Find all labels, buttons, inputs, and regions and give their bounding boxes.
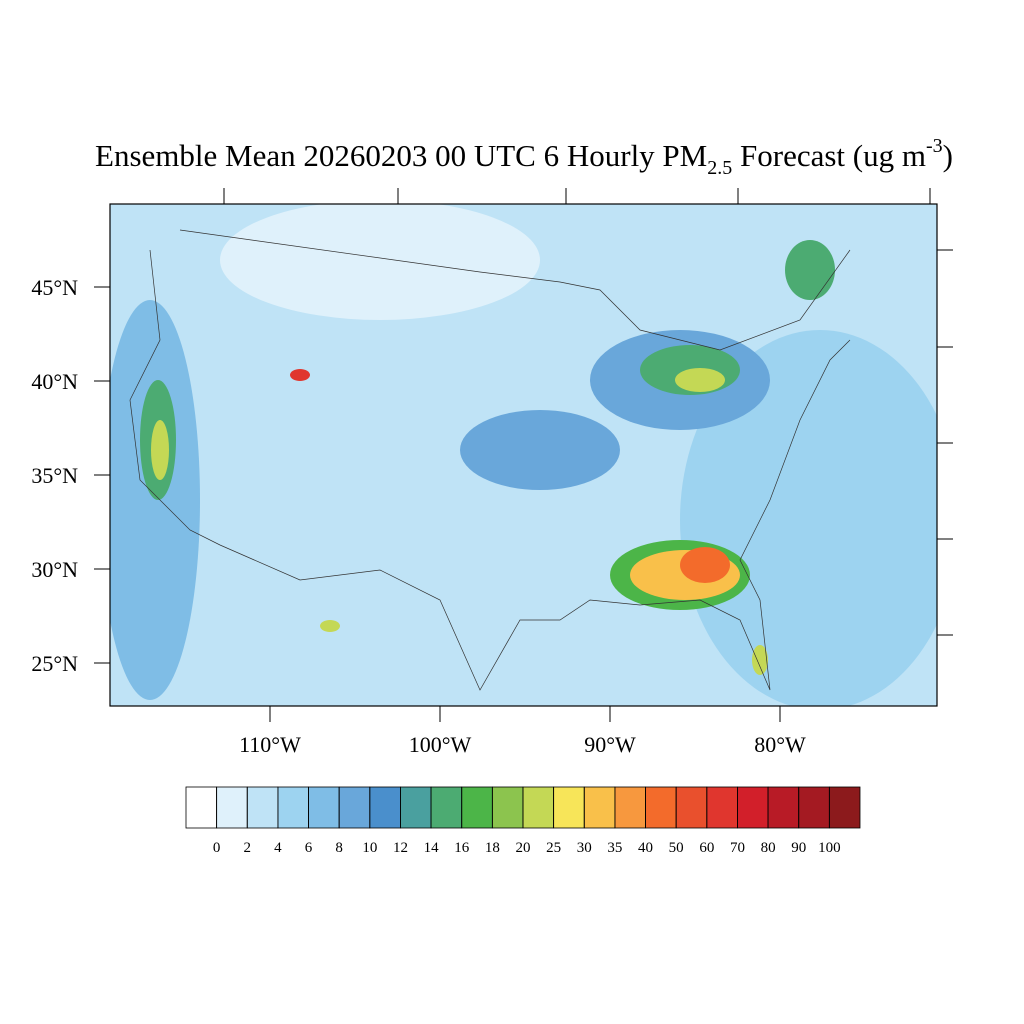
lat-label: 40°N xyxy=(31,369,78,394)
lat-label: 30°N xyxy=(31,557,78,582)
lat-label: 35°N xyxy=(31,463,78,488)
colorbar-box xyxy=(553,786,585,829)
pm-region xyxy=(151,420,169,480)
colorbar-label: 12 xyxy=(393,840,408,856)
colorbar-box xyxy=(216,786,248,829)
pm-region xyxy=(220,204,540,320)
lat-label: 45°N xyxy=(31,275,78,300)
title-rest: Forecast (ug m xyxy=(732,138,926,173)
colorbar-box xyxy=(583,786,616,829)
colorbar-label: 4 xyxy=(274,840,282,856)
colorbar-box xyxy=(400,786,432,829)
colorbar-box xyxy=(430,786,463,829)
colorbar-label: 0 xyxy=(213,840,221,856)
colorbar-box xyxy=(522,786,555,829)
title-end: ) xyxy=(943,138,953,173)
pm-region xyxy=(290,369,310,381)
pm-region xyxy=(675,368,725,392)
border xyxy=(179,229,851,351)
colorbar-label: 18 xyxy=(485,840,500,856)
lon-label: 100°W xyxy=(409,732,472,757)
colorbar-label: 6 xyxy=(305,840,313,856)
colorbar-box xyxy=(491,786,524,829)
colorbar-box xyxy=(614,786,646,829)
colorbar-box xyxy=(706,786,738,829)
colorbar-box xyxy=(767,786,800,829)
colorbar-label: 20 xyxy=(516,840,531,856)
colorbar-label: 100 xyxy=(818,840,841,856)
colorbar-box xyxy=(185,786,218,829)
colorbar-box xyxy=(798,786,830,829)
colorbar-label: 40 xyxy=(638,840,653,856)
colorbar-box xyxy=(645,786,677,829)
colorbar-label: 60 xyxy=(699,840,714,856)
colorbar-label: 16 xyxy=(454,840,470,856)
colorbar-box xyxy=(369,786,401,829)
top-ticks xyxy=(223,188,953,636)
colorbar-label: 50 xyxy=(669,840,684,856)
colorbar-label: 8 xyxy=(335,840,343,856)
colorbar-box xyxy=(338,786,371,829)
colorbar-label: 70 xyxy=(730,840,745,856)
colorbar-box xyxy=(461,786,493,829)
title-sup: -3 xyxy=(926,135,943,157)
colorbar-label: 14 xyxy=(424,840,440,856)
colorbar-box xyxy=(675,786,708,829)
title-main: Ensemble Mean 20260203 00 UTC 6 Hourly P… xyxy=(95,138,707,173)
colorbar-label: 30 xyxy=(577,840,592,856)
colorbar-label: 35 xyxy=(607,840,622,856)
colorbar-label: 10 xyxy=(362,840,377,856)
pm-region xyxy=(460,410,620,490)
lat-label: 25°N xyxy=(31,651,78,676)
map-field xyxy=(110,204,937,706)
colorbar-box xyxy=(277,786,309,829)
colorbar-box xyxy=(246,786,279,829)
pm-region xyxy=(680,547,730,583)
colorbar-box xyxy=(828,786,861,829)
colorbar-label: 2 xyxy=(244,840,252,856)
pm-region xyxy=(320,620,340,632)
colorbar-label: 90 xyxy=(791,840,806,856)
lon-label: 80°W xyxy=(754,732,806,757)
pm-region xyxy=(785,240,835,300)
colorbar-label: 25 xyxy=(546,840,561,856)
colorbar-box xyxy=(308,786,340,829)
coastline xyxy=(129,249,851,691)
title-sub: 2.5 xyxy=(707,157,732,179)
colorbar-label: 80 xyxy=(761,840,776,856)
lon-label: 90°W xyxy=(584,732,636,757)
pm-region xyxy=(752,645,768,675)
pm-region xyxy=(110,300,200,700)
lon-label: 110°W xyxy=(239,732,301,757)
colorbar-box xyxy=(737,786,769,829)
title: Ensemble Mean 20260203 00 UTC 6 Hourly P… xyxy=(95,135,953,179)
map-frame xyxy=(109,203,938,707)
pm-region xyxy=(680,330,937,706)
